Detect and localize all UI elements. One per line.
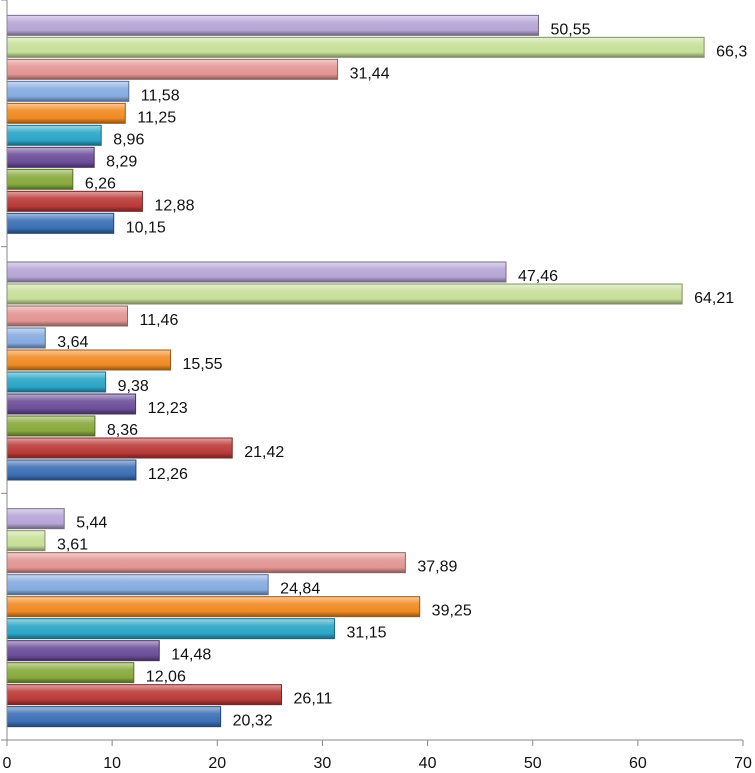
data-label: 21,42 (244, 444, 284, 461)
data-label: 15,55 (182, 356, 222, 373)
data-label: 14,48 (171, 647, 211, 664)
bar-series-10-group-1 (6, 508, 65, 530)
data-label: 10,15 (126, 219, 166, 236)
data-label: 8,96 (113, 131, 144, 148)
bar-series-1-group-1 (6, 706, 222, 728)
x-tick-label: 50 (524, 755, 542, 772)
bar-series-9-group-2 (6, 283, 683, 305)
bar-series-4-group-2 (6, 393, 137, 415)
data-label: 8,36 (107, 422, 138, 439)
bar-series-4-group-3 (6, 146, 95, 168)
data-label: 37,89 (417, 559, 457, 576)
data-label: 3,64 (57, 334, 88, 351)
data-label: 39,25 (432, 603, 472, 620)
bar-series-7-group-3 (6, 80, 130, 102)
bar-series-7-group-2 (6, 327, 46, 349)
data-label: 11,46 (139, 312, 178, 329)
bar-series-1-group-3 (6, 212, 115, 234)
data-label: 12,23 (148, 400, 188, 417)
bar-series-2-group-3 (6, 190, 143, 212)
bar-series-3-group-3 (6, 168, 74, 190)
bar-series-2-group-2 (6, 437, 233, 459)
data-label: 50,55 (550, 21, 590, 38)
data-label: 8,29 (106, 153, 137, 170)
bar-series-6-group-3 (6, 102, 126, 124)
data-label: 12,26 (148, 466, 188, 483)
x-tick-label: 10 (103, 755, 121, 772)
bar-series-8-group-2 (6, 305, 128, 327)
data-label: 12,88 (154, 197, 194, 214)
data-label: 20,32 (233, 713, 273, 730)
x-tick-label: 40 (419, 755, 437, 772)
bar-series-5-group-3 (6, 124, 102, 146)
data-label: 11,25 (137, 109, 176, 126)
x-tick-label: 20 (208, 755, 226, 772)
data-label: 9,38 (118, 378, 149, 395)
bar-series-4-group-1 (6, 640, 160, 662)
bar-series-8-group-1 (6, 552, 406, 574)
data-label: 26,11 (294, 691, 333, 708)
bar-series-6-group-1 (6, 596, 421, 618)
data-label: 31,44 (350, 65, 390, 82)
bar-series-9-group-1 (6, 530, 46, 552)
bar-series-8-group-3 (6, 58, 339, 80)
bar-series-5-group-1 (6, 618, 336, 640)
x-tick-label: 60 (629, 755, 647, 772)
bar-series-3-group-2 (6, 415, 96, 437)
data-label: 3,61 (57, 537, 88, 554)
data-label: 66,3 (716, 43, 747, 60)
data-labels-layer: 20,32 26,11 12,06 14,48 31,15 39,25 24,84 37,89… (57, 21, 747, 729)
bar-series-1-group-2 (6, 459, 137, 481)
data-label: 5,44 (76, 515, 107, 532)
bar-series-5-group-2 (6, 371, 107, 393)
bar-series-10-group-3 (6, 14, 539, 36)
bar-series-2-group-1 (6, 684, 283, 706)
data-label: 12,06 (146, 669, 186, 686)
data-label: 11,58 (141, 87, 180, 104)
bar-series-3-group-1 (6, 662, 135, 684)
x-tick-label: 70 (734, 755, 752, 772)
bar-series-7-group-1 (6, 574, 269, 596)
bars-layer (6, 14, 705, 728)
bar-series-6-group-2 (6, 349, 171, 371)
data-label: 47,46 (518, 268, 558, 285)
data-label: 31,15 (347, 625, 387, 642)
data-label: 6,26 (85, 175, 116, 192)
bar-series-10-group-2 (6, 261, 507, 283)
x-tick-label: 30 (314, 755, 332, 772)
data-label: 64,21 (694, 290, 734, 307)
x-tick-label: 0 (3, 755, 12, 772)
data-label: 24,84 (280, 581, 320, 598)
bar-series-9-group-3 (6, 36, 705, 58)
